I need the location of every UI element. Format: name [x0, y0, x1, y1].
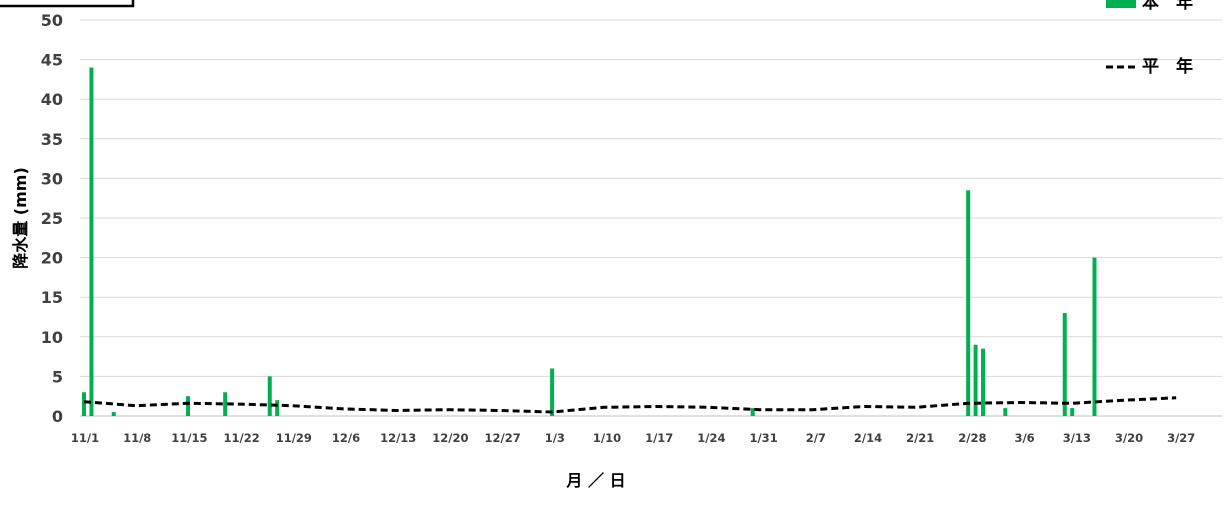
x-tick-label: 2/28 [958, 431, 986, 445]
bar [1062, 313, 1067, 416]
y-tick-label: 25 [41, 209, 63, 228]
bar [550, 368, 555, 416]
y-tick-label: 30 [41, 169, 63, 188]
x-tick-label: 2/7 [806, 431, 826, 445]
x-tick-label: 11/8 [123, 431, 151, 445]
y-tick-label: 40 [41, 90, 63, 109]
y-tick-label: 15 [41, 288, 63, 307]
clipped-frame-border [0, 0, 135, 8]
bar [973, 344, 978, 416]
bar [1092, 257, 1097, 416]
bar [750, 408, 755, 416]
gridlines [80, 19, 1222, 417]
x-tick-label: 1/3 [545, 431, 565, 445]
bar [966, 190, 971, 416]
bar [223, 392, 228, 416]
x-tick-label: 11/22 [223, 431, 259, 445]
x-tick-label: 3/6 [1014, 431, 1034, 445]
bar [275, 400, 280, 416]
x-tick-label: 1/24 [697, 431, 725, 445]
x-tick-label: 3/20 [1115, 431, 1143, 445]
x-tick-label: 11/29 [276, 431, 312, 445]
y-tick-label: 10 [41, 328, 63, 347]
legend-label-normal-year: 平 年 [1142, 56, 1193, 77]
y-tick-label: 0 [52, 407, 63, 426]
y-tick-label: 35 [41, 130, 63, 149]
bar [1003, 408, 1008, 416]
bar [89, 67, 94, 417]
y-tick-label: 5 [52, 367, 63, 386]
legend-label-current-year: 本 年 [1142, 0, 1193, 13]
x-tick-label: 11/15 [171, 431, 207, 445]
x-tick-labels: 11/1 11/8 11/15 11/22 11/29 12/6 12/13 12/20 12/… [71, 431, 1195, 445]
x-tick-label: 12/6 [332, 431, 360, 445]
bar [111, 412, 116, 416]
x-tick-label: 1/10 [593, 431, 621, 445]
y-tick-label: 50 [41, 11, 63, 30]
x-tick-label: 12/27 [484, 431, 520, 445]
y-tick-labels: 0 5 10 15 20 25 30 35 40 45 50 [41, 11, 63, 426]
bar [186, 396, 191, 416]
legend: 本 年 平 年 [1106, 0, 1193, 77]
line-series-normal-year [83, 396, 1177, 414]
x-tick-label: 11/1 [71, 431, 99, 445]
x-tick-label: 1/17 [645, 431, 673, 445]
y-axis-title: 降水量 (mm) [11, 167, 30, 269]
x-tick-label: 2/21 [906, 431, 934, 445]
bar [267, 376, 272, 416]
x-tick-label: 3/27 [1167, 431, 1195, 445]
x-tick-label: 1/31 [749, 431, 777, 445]
y-tick-label: 45 [41, 51, 63, 70]
y-tick-label: 20 [41, 249, 63, 268]
x-tick-label: 3/13 [1063, 431, 1091, 445]
bar [1070, 408, 1075, 416]
legend-swatch-current-year [1106, 0, 1136, 8]
x-tick-label: 12/20 [432, 431, 468, 445]
x-tick-label: 2/14 [854, 431, 882, 445]
x-axis-title: 月 ／ 日 [565, 471, 625, 490]
bar [82, 392, 86, 416]
bar [981, 348, 986, 416]
bar-series-current-year [82, 67, 1097, 417]
x-tick-label: 12/13 [380, 431, 416, 445]
